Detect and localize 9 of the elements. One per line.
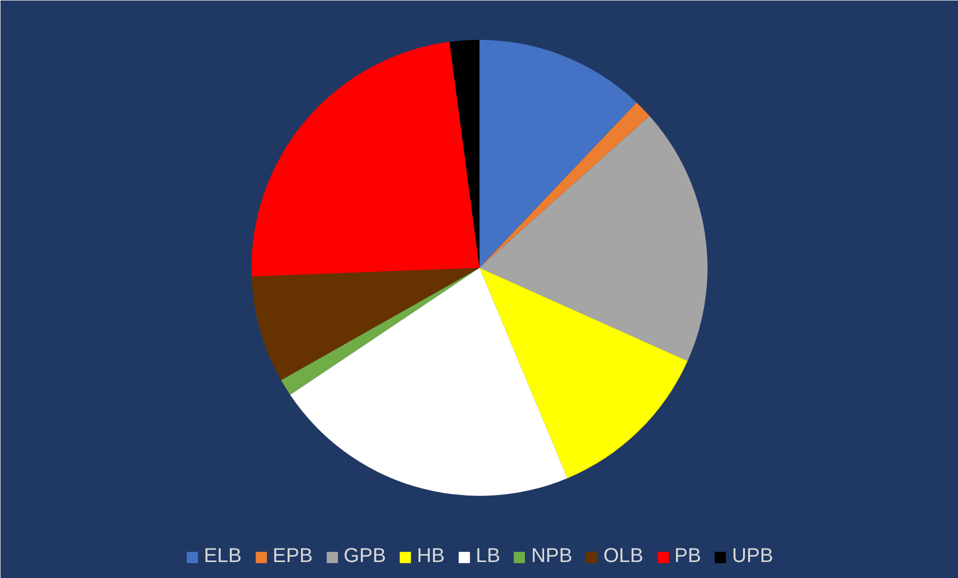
legend-label: ELB bbox=[204, 545, 242, 568]
legend-label: UPB bbox=[732, 545, 774, 568]
legend-label: HB bbox=[416, 545, 445, 568]
legend-label: OLB bbox=[603, 545, 644, 568]
legend-label: EPB bbox=[272, 545, 313, 568]
legend-label: LB bbox=[476, 545, 500, 568]
legend-label: GPB bbox=[344, 545, 386, 568]
legend-label: PB bbox=[674, 545, 702, 568]
legend-label: NPB bbox=[531, 545, 572, 568]
